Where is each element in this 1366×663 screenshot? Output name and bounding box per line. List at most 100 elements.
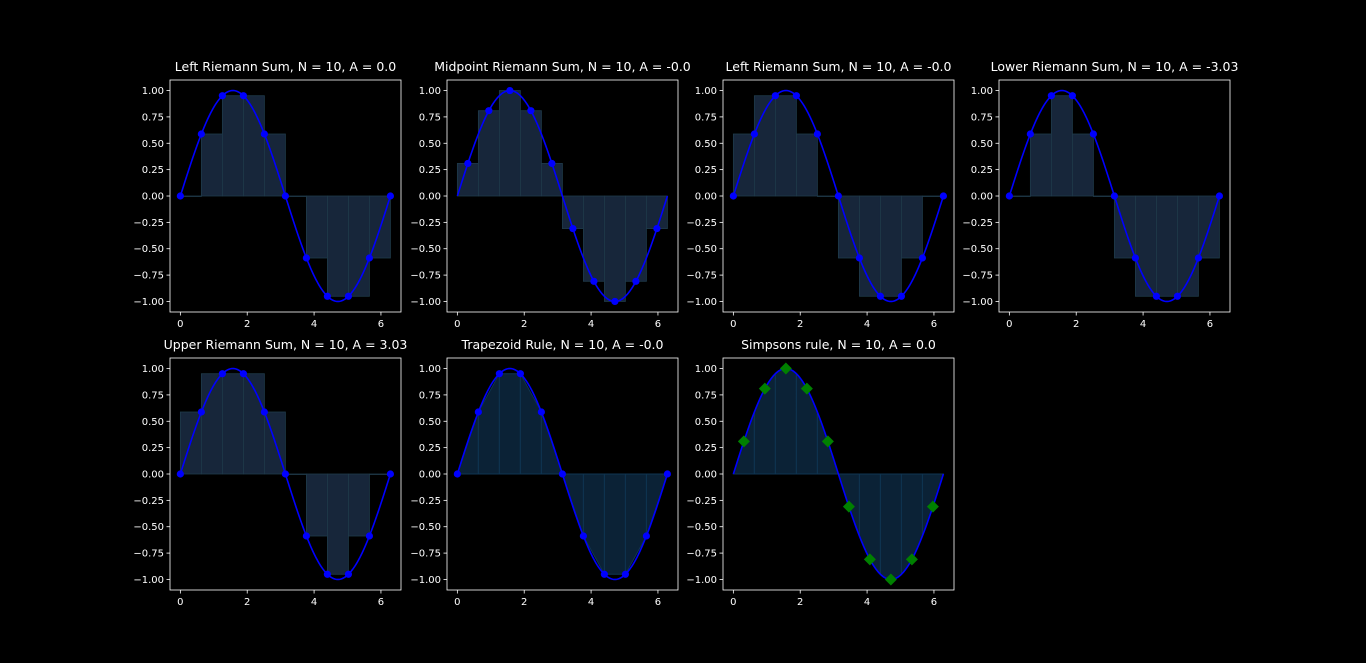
data-point: [1005, 192, 1013, 200]
subplot-3: 1.00 0.75 0.50 0.25 0.00 −0.25 −0.50 −0.75 −1.00…: [686, 59, 955, 330]
x-tick-label: 0: [730, 597, 736, 608]
data-point: [302, 254, 310, 262]
x-tick-label: 6: [378, 597, 384, 608]
data-point: [386, 192, 395, 200]
y-tick-label: 0.50: [695, 417, 717, 428]
data-point: [771, 92, 779, 100]
plot-area: [179, 367, 392, 581]
y-tick-label: −0.50: [410, 522, 441, 533]
riemann-bar: [477, 110, 500, 197]
y-tick-label: 0.25: [142, 165, 164, 176]
y-tick-label: −1.00: [133, 575, 164, 586]
x-tick-label: 6: [655, 319, 661, 330]
data-point: [842, 500, 855, 513]
data-point: [1047, 92, 1055, 100]
riemann-bar: [326, 473, 349, 575]
y-tick-label: 0.50: [419, 417, 441, 428]
plot-area: [732, 367, 945, 581]
data-point: [197, 130, 205, 138]
y-tick-label: 0.75: [695, 112, 717, 123]
y-tick-label: −1.00: [686, 297, 717, 308]
riemann-bar: [221, 373, 244, 475]
data-point: [663, 470, 672, 478]
y-tick-label: −0.25: [410, 496, 441, 507]
y-tick-label: 0.50: [142, 139, 164, 150]
x-tick-label: 0: [454, 319, 460, 330]
data-point: [926, 500, 939, 513]
riemann-bar: [540, 163, 563, 197]
x-tick-label: 4: [588, 319, 594, 330]
subplot-1: 1.00 0.75 0.50 0.25 0.00 −0.25 −0.50 −0.75 −1.00…: [133, 59, 402, 330]
y-tick-label: 0.00: [971, 192, 993, 203]
data-point: [464, 159, 472, 168]
plot-area: [732, 89, 945, 303]
y-tick-label: 0.00: [419, 192, 441, 203]
y-tick-label: 0.25: [419, 165, 441, 176]
chart-title: Lower Riemann Sum, N = 10, A = -3.03: [991, 59, 1239, 74]
data-point: [365, 254, 374, 262]
x-tick-label: 6: [655, 597, 661, 608]
data-point: [485, 107, 493, 115]
data-point: [281, 470, 289, 478]
riemann-bar: [221, 95, 244, 197]
plot-area: [179, 89, 392, 303]
plot-area: [1008, 89, 1221, 303]
y-tick-label: −0.25: [962, 218, 993, 229]
x-tick-label: 4: [588, 597, 594, 608]
y-tick-label: −1.00: [410, 297, 441, 308]
y-tick-label: −0.75: [133, 271, 164, 282]
data-point: [1110, 192, 1118, 200]
riemann-bar: [1029, 133, 1052, 197]
y-tick-label: −0.75: [410, 271, 441, 282]
riemann-bar: [519, 110, 542, 197]
data-point: [834, 192, 842, 200]
data-point: [176, 192, 184, 200]
riemann-bar: [900, 195, 923, 259]
riemann-bar: [305, 195, 328, 259]
data-point: [779, 362, 792, 375]
x-tick-label: 2: [244, 597, 250, 608]
data-point: [729, 192, 737, 200]
data-point: [344, 570, 353, 578]
y-tick-label: 0.50: [142, 417, 164, 428]
y-tick-label: −0.50: [962, 244, 993, 255]
x-tick-label: 2: [521, 319, 527, 330]
data-point: [323, 570, 331, 578]
y-tick-label: −0.50: [133, 244, 164, 255]
y-tick-label: −0.50: [410, 244, 441, 255]
y-tick-label: −0.50: [686, 522, 717, 533]
x-tick-label: 4: [1140, 319, 1146, 330]
y-tick-label: −0.75: [962, 271, 993, 282]
y-tick-label: −1.00: [133, 297, 164, 308]
y-tick-label: −1.00: [686, 575, 717, 586]
riemann-bar: [1050, 95, 1073, 197]
data-point: [527, 107, 535, 115]
data-point: [516, 370, 524, 378]
data-point: [474, 408, 482, 416]
data-point: [239, 92, 247, 100]
riemann-bar: [1155, 195, 1178, 297]
y-tick-label: 0.25: [695, 443, 717, 454]
data-point: [495, 370, 503, 378]
data-point: [863, 553, 876, 566]
y-tick-label: −0.75: [410, 549, 441, 560]
y-tick-label: 0.25: [419, 443, 441, 454]
y-tick-label: 0.00: [142, 470, 164, 481]
riemann-bar: [456, 163, 479, 197]
data-point: [876, 292, 884, 300]
data-point: [737, 435, 750, 448]
data-point: [197, 408, 205, 416]
plot-area: [456, 89, 669, 303]
data-point: [813, 130, 821, 138]
data-point: [1215, 192, 1224, 200]
data-point: [218, 92, 226, 100]
riemann-bar: [795, 133, 818, 197]
y-tick-label: 0.00: [419, 470, 441, 481]
x-tick-label: 4: [311, 597, 317, 608]
riemann-bar: [603, 195, 626, 302]
simpson-region: [879, 473, 902, 580]
data-point: [1152, 292, 1160, 300]
y-tick-label: 0.50: [695, 139, 717, 150]
chart-title: Simpsons rule, N = 10, A = 0.0: [741, 337, 936, 352]
data-point: [918, 254, 927, 262]
